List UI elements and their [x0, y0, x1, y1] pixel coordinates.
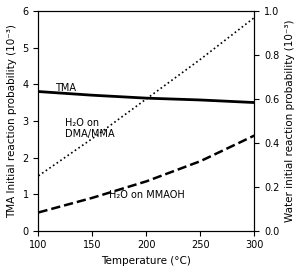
X-axis label: Temperature (°C): Temperature (°C) [101, 256, 191, 266]
Y-axis label: Water initial reaction probability (10⁻³): Water initial reaction probability (10⁻³… [285, 20, 295, 222]
Text: TMA: TMA [55, 83, 76, 93]
Text: H₂O on
DMA/MMA: H₂O on DMA/MMA [66, 118, 115, 139]
Y-axis label: TMA Initial reaction probability (10⁻³): TMA Initial reaction probability (10⁻³) [7, 24, 17, 218]
Text: H₂O on MMAOH: H₂O on MMAOH [109, 190, 185, 200]
